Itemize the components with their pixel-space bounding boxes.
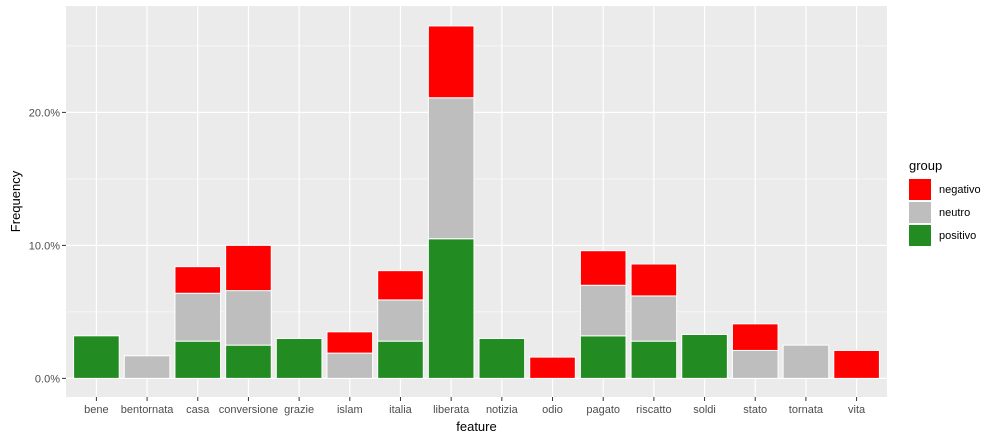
bar-segment-neutro [326, 352, 374, 379]
bar-segment-positivo [174, 340, 222, 379]
bar-segment-neutro [579, 284, 627, 337]
x-axis-title: feature [456, 419, 496, 434]
bar-segment-positivo [579, 335, 627, 379]
bar-segment-positivo [478, 337, 526, 379]
bar-segment-negativo [731, 323, 779, 351]
bar-segment-neutro [630, 295, 678, 342]
x-tick-label: odio [542, 404, 563, 416]
bar-segment-negativo [630, 263, 678, 297]
x-tick-label: casa [186, 404, 210, 416]
bar-segment-neutro [427, 97, 475, 240]
x-tick-label: stato [743, 404, 767, 416]
bar-segment-negativo [174, 266, 222, 294]
bar-segment-negativo [529, 356, 576, 379]
x-tick-label: bene [84, 404, 108, 416]
bar-segment-positivo [275, 337, 323, 379]
bar-segment-neutro [782, 344, 830, 379]
x-tick-label: pagato [586, 404, 620, 416]
y-tick-label: 0.0% [35, 373, 60, 385]
bar-segment-neutro [377, 299, 424, 342]
bar-segment-negativo [579, 250, 627, 286]
x-tick-label: notizia [486, 404, 519, 416]
x-tick-label: liberata [433, 404, 470, 416]
bar-segment-positivo [225, 344, 272, 379]
legend-label-positivo: positivo [939, 230, 976, 242]
x-tick-label: riscatto [636, 404, 671, 416]
x-tick-label: conversione [219, 404, 278, 416]
bar-segment-negativo [225, 244, 272, 292]
bar-segment-neutro [123, 355, 171, 379]
x-tick-label: italia [389, 404, 413, 416]
legend-swatch-negativo [909, 179, 931, 200]
legend-title: group [909, 158, 942, 173]
x-tick-label: bentornata [121, 404, 174, 416]
bar-segment-neutro [174, 292, 222, 342]
bar-segment-positivo [377, 340, 424, 379]
legend-label-neutro: neutro [939, 207, 970, 219]
y-tick-label: 10.0% [29, 240, 60, 252]
bar-segment-positivo [681, 333, 728, 379]
x-tick-label: soldi [693, 404, 716, 416]
y-axis-title: Frequency [8, 170, 23, 232]
bar-segment-positivo [73, 335, 120, 379]
legend-swatch-positivo [909, 225, 931, 246]
bar-segment-negativo [427, 25, 475, 99]
x-tick-label: vita [848, 404, 866, 416]
bar-segment-negativo [833, 349, 880, 379]
x-tick-label: islam [337, 404, 363, 416]
bar-segment-negativo [377, 270, 424, 301]
bar-segment-positivo [630, 340, 678, 379]
x-tick-label: grazie [284, 404, 314, 416]
bar-segment-negativo [326, 331, 374, 354]
bar-segment-neutro [731, 349, 779, 379]
legend-label-negativo: negativo [939, 184, 981, 196]
x-tick-label: tornata [789, 404, 824, 416]
legend-swatch-neutro [909, 202, 931, 223]
bar-segment-positivo [427, 238, 475, 379]
bar-segment-neutro [225, 290, 272, 346]
y-tick-label: 20.0% [29, 107, 60, 119]
